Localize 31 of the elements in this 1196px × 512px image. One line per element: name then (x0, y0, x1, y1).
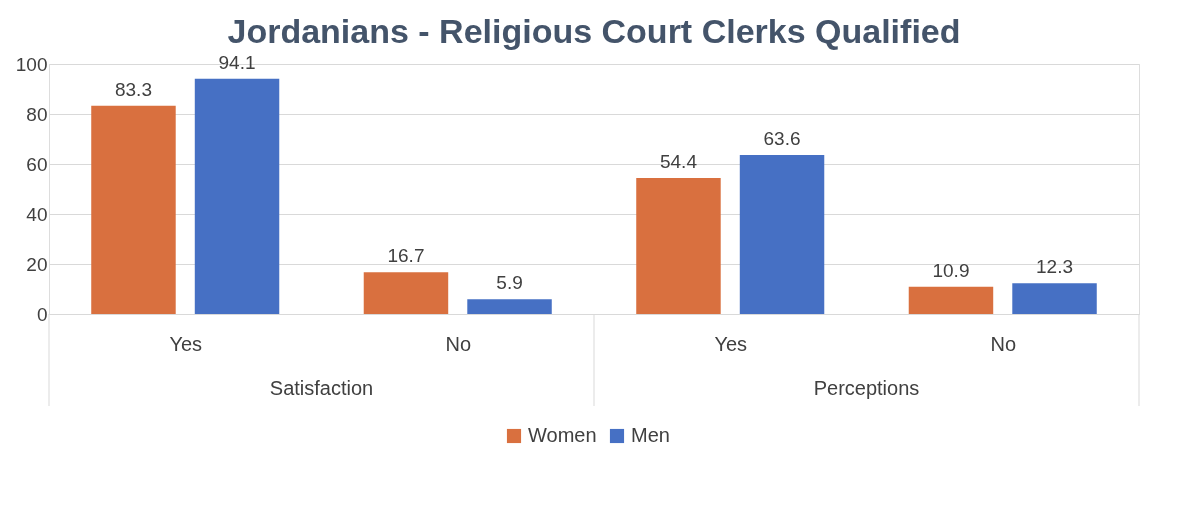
y-tick-label: 100 (15, 53, 48, 75)
x-tick-label: No (990, 332, 1017, 355)
data-label: 16.7 (387, 245, 425, 267)
bar (636, 178, 721, 314)
bar (908, 286, 994, 314)
data-label: 54.4 (659, 151, 698, 172)
y-tick-label: 20 (26, 253, 48, 275)
bar (1012, 283, 1097, 314)
text: Satisfaction (269, 377, 374, 399)
data-label: 5.9 (496, 272, 523, 294)
data-label: 83.3 (114, 78, 152, 100)
bar (363, 272, 449, 314)
data-label: 63.6 (763, 128, 801, 149)
bar (467, 299, 552, 314)
legend-label: Men (631, 424, 670, 446)
bar (91, 105, 176, 314)
legend-label: Women (528, 424, 597, 446)
bar (739, 155, 825, 314)
x-tick-label: Yes (169, 332, 203, 355)
bar (194, 78, 280, 314)
data-label: 12.3 (1036, 256, 1074, 278)
y-tick-label: 80 (26, 103, 48, 125)
y-tick-label: 0 (36, 303, 48, 325)
x-tick-label: No (445, 332, 472, 355)
x-tick-label: Yes (714, 332, 748, 355)
data-label: 10.9 (932, 259, 970, 281)
y-tick-label: 60 (26, 153, 48, 175)
chart-title: Jordanians - Religious Court Clerks Qualified (227, 11, 961, 50)
y-tick-label: 40 (26, 203, 48, 225)
data-label: 94.1 (218, 51, 256, 73)
text: Perceptions (813, 377, 920, 399)
